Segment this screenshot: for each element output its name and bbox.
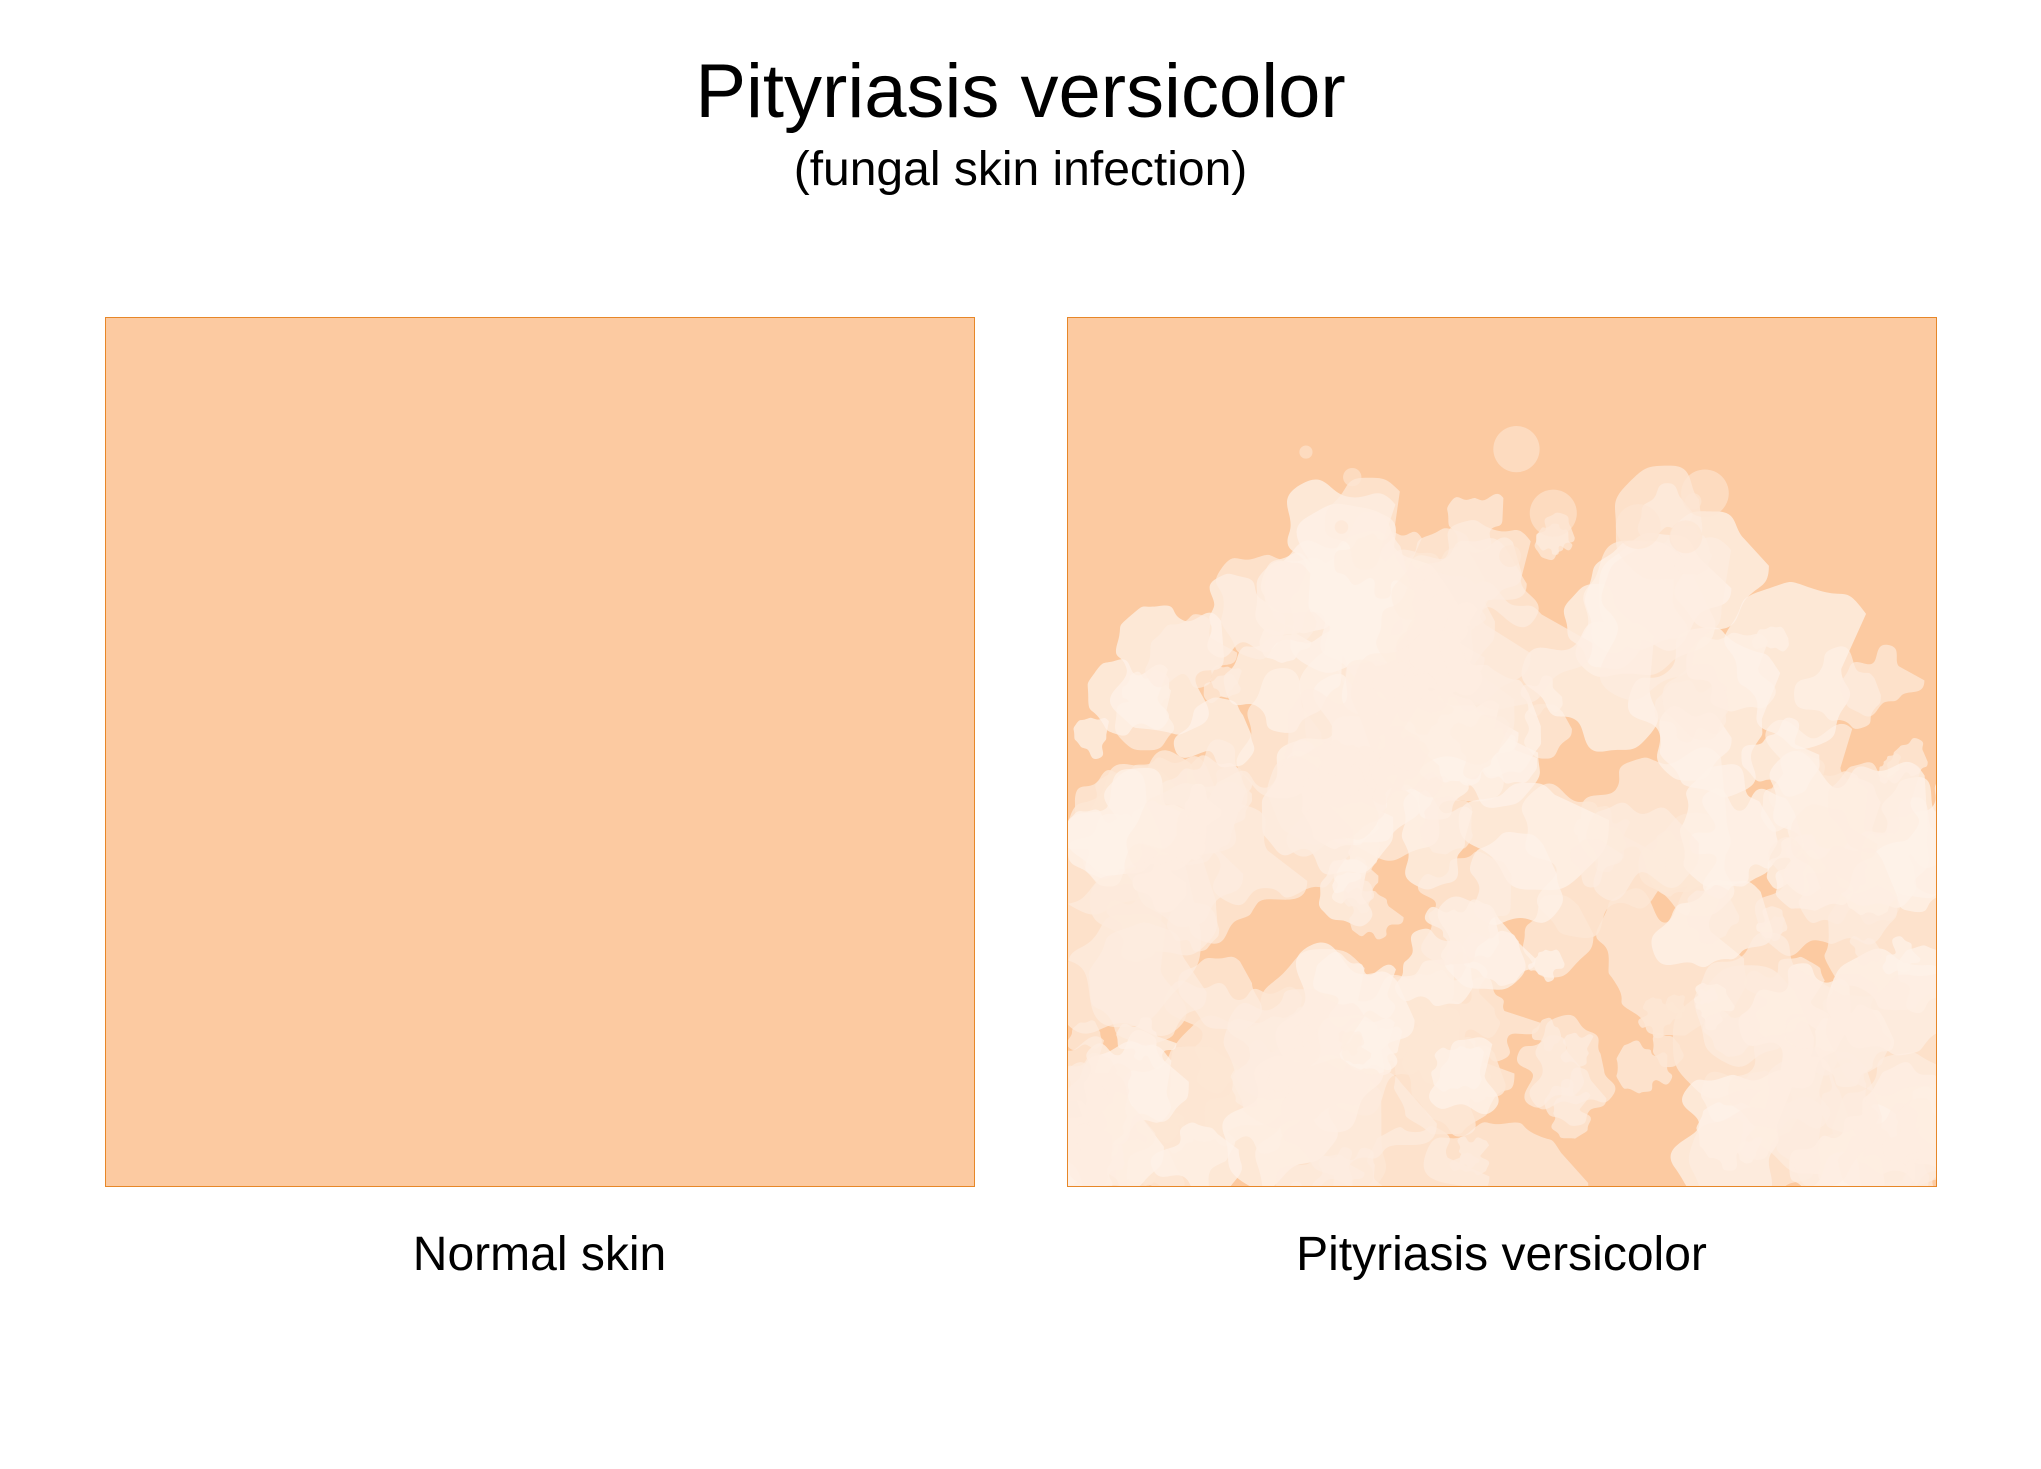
main-title: Pityriasis versicolor xyxy=(695,50,1345,134)
infected-skin-panel xyxy=(1067,317,1937,1187)
panel-right-caption: Pityriasis versicolor xyxy=(1296,1227,1707,1282)
subtitle: (fungal skin infection) xyxy=(695,142,1345,197)
panel-left-caption: Normal skin xyxy=(413,1227,666,1282)
fungal-patches-overlay xyxy=(1068,318,1936,1186)
panels-row: Normal skin Pityriasis versicolor xyxy=(0,317,2041,1282)
panel-left-wrapper: Normal skin xyxy=(105,317,975,1282)
title-block: Pityriasis versicolor (fungal skin infec… xyxy=(695,50,1345,197)
panel-right-wrapper: Pityriasis versicolor xyxy=(1067,317,1937,1282)
normal-skin-panel xyxy=(105,317,975,1187)
infographic-container: Pityriasis versicolor (fungal skin infec… xyxy=(0,0,2041,1469)
